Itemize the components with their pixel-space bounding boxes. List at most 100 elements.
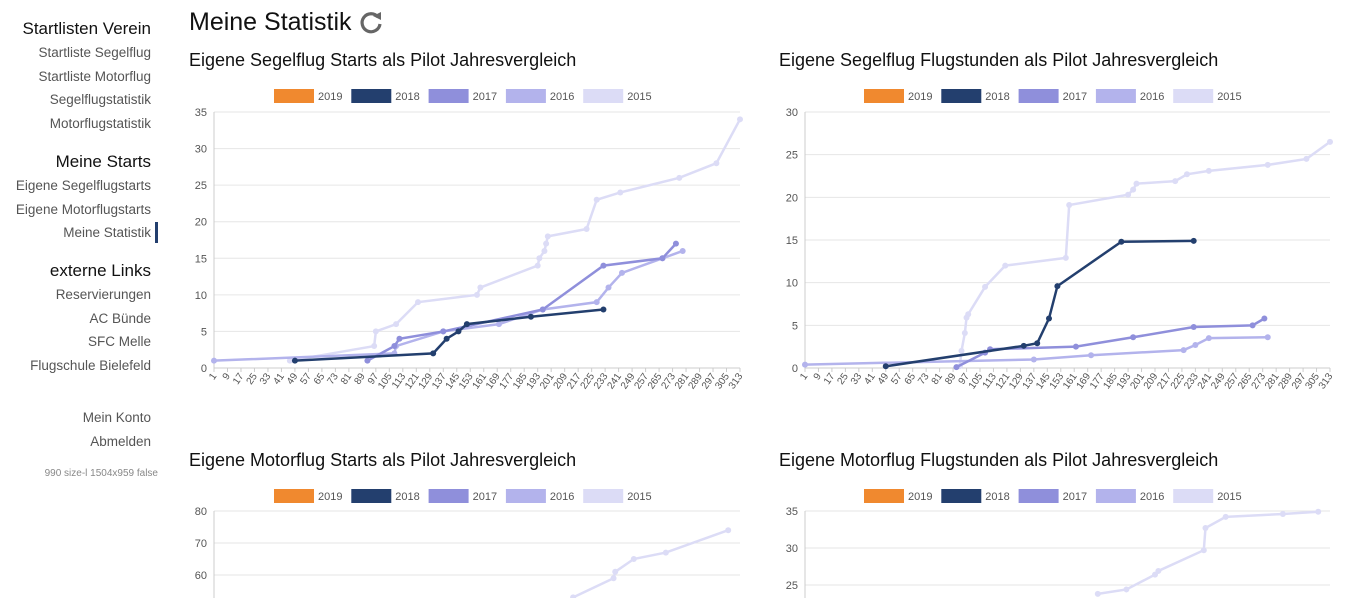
x-tick-label: 17 — [822, 371, 838, 387]
data-point — [1130, 186, 1137, 193]
nav-link[interactable]: Motorflugstatistik — [49, 116, 151, 131]
data-point — [1180, 347, 1187, 354]
data-point — [618, 269, 625, 276]
data-point — [371, 343, 378, 350]
data-point — [1062, 254, 1069, 261]
legend-swatch — [941, 89, 982, 103]
legend-label: 2015 — [1217, 91, 1241, 103]
nav-link-active[interactable]: Meine Statistik — [63, 225, 151, 240]
legend-swatch — [351, 489, 392, 503]
data-point — [1125, 191, 1132, 198]
legend-swatch — [1173, 89, 1214, 103]
data-point — [630, 556, 637, 562]
data-point — [1327, 138, 1333, 145]
nav-link[interactable]: Startliste Segelflug — [38, 45, 151, 60]
y-tick-label: 5 — [792, 320, 798, 332]
y-tick-label: 0 — [201, 363, 207, 375]
y-tick-label: 25 — [195, 180, 207, 192]
y-tick-label: 5 — [201, 326, 207, 338]
nav-link[interactable]: Mein Konto — [82, 410, 151, 425]
data-point — [610, 575, 617, 582]
data-point — [211, 357, 217, 364]
x-tick-label: 57 — [298, 371, 314, 387]
refresh-arc — [360, 12, 382, 34]
legend-label: 2016 — [550, 91, 574, 103]
nav-link[interactable]: SFC Melle — [87, 334, 151, 349]
nav-link[interactable]: Abmelden — [90, 434, 151, 449]
data-point — [1202, 525, 1209, 532]
data-point — [958, 347, 965, 354]
data-point — [477, 284, 484, 291]
y-tick-label: 70 — [195, 538, 207, 550]
data-point — [534, 262, 541, 269]
x-tick-label: 25 — [835, 371, 851, 387]
data-point — [539, 306, 546, 313]
data-point — [1205, 335, 1212, 342]
legend-swatch — [505, 89, 546, 103]
legend-swatch — [941, 489, 982, 503]
data-point — [583, 226, 590, 233]
x-tick-label: 17 — [231, 371, 247, 387]
data-point — [605, 284, 612, 291]
data-point — [1133, 180, 1140, 187]
legend-swatch — [274, 489, 314, 503]
x-tick-label: 89 — [943, 371, 959, 387]
nav-link[interactable]: Eigene Segelflugstarts — [15, 178, 151, 193]
data-point — [391, 343, 398, 350]
data-point — [593, 196, 600, 203]
x-tick-label: 33 — [849, 371, 865, 387]
x-tick-label: 49 — [285, 371, 301, 387]
y-tick-label: 60 — [195, 570, 207, 582]
x-tick-label: 1 — [207, 371, 219, 382]
data-point — [1183, 171, 1190, 178]
legend-swatch — [351, 89, 392, 103]
data-point — [1054, 283, 1061, 290]
chart-title: Eigene Motorflug Starts als Pilot Jahres… — [189, 450, 576, 470]
legend-label: 2018 — [985, 91, 1009, 103]
x-tick-label: 313 — [1317, 371, 1336, 391]
x-tick-label: 57 — [889, 371, 905, 387]
data-point — [393, 321, 400, 328]
nav-link[interactable]: Startliste Motorflug — [38, 69, 151, 84]
legend-swatch — [583, 489, 624, 503]
nav-link[interactable]: Segelflugstatistik — [49, 92, 151, 107]
data-point — [612, 568, 619, 575]
x-tick-label: 41 — [272, 371, 288, 387]
nav-link[interactable]: Flugschule Bielefeld — [30, 358, 151, 373]
data-point — [1190, 324, 1197, 331]
nav-link[interactable]: AC Bünde — [89, 311, 151, 326]
x-tick-label: 73 — [916, 371, 932, 387]
refresh-icon[interactable] — [358, 9, 384, 35]
x-tick-label: 25 — [245, 371, 261, 387]
nav-link[interactable]: Eigene Motorflugstarts — [15, 202, 151, 217]
legend-swatch — [1095, 489, 1136, 503]
data-point — [1261, 315, 1268, 322]
legend-label: 2016 — [1140, 91, 1164, 103]
page-title: Meine Statistik — [189, 8, 352, 36]
nav-link[interactable]: Reservierungen — [55, 287, 151, 302]
x-tick-label: 73 — [325, 371, 341, 387]
data-point — [662, 549, 669, 556]
data-point — [982, 283, 989, 290]
nav-heading: externe Links — [49, 261, 151, 280]
data-point — [1155, 567, 1162, 574]
data-point — [430, 350, 437, 357]
legend-label: 2018 — [985, 491, 1009, 503]
chart: Eigene Segelflug Starts als Pilot Jahres… — [189, 50, 746, 391]
data-point — [1190, 237, 1197, 244]
legend-label: 2017 — [1063, 91, 1087, 103]
y-tick-label: 0 — [792, 363, 798, 375]
legend-label: 2015 — [627, 91, 651, 103]
data-point — [372, 328, 379, 335]
legend-label: 2016 — [1140, 491, 1164, 503]
data-point — [953, 364, 960, 371]
data-point — [544, 233, 551, 240]
legend-label: 2017 — [473, 491, 497, 503]
data-point — [679, 247, 686, 254]
y-tick-label: 15 — [786, 235, 798, 247]
chart: Eigene Motorflug Flugstunden als Pilot J… — [779, 450, 1330, 598]
series-line — [572, 529, 729, 598]
series-line — [289, 118, 742, 362]
series-line — [958, 140, 1331, 367]
data-point — [725, 527, 732, 534]
